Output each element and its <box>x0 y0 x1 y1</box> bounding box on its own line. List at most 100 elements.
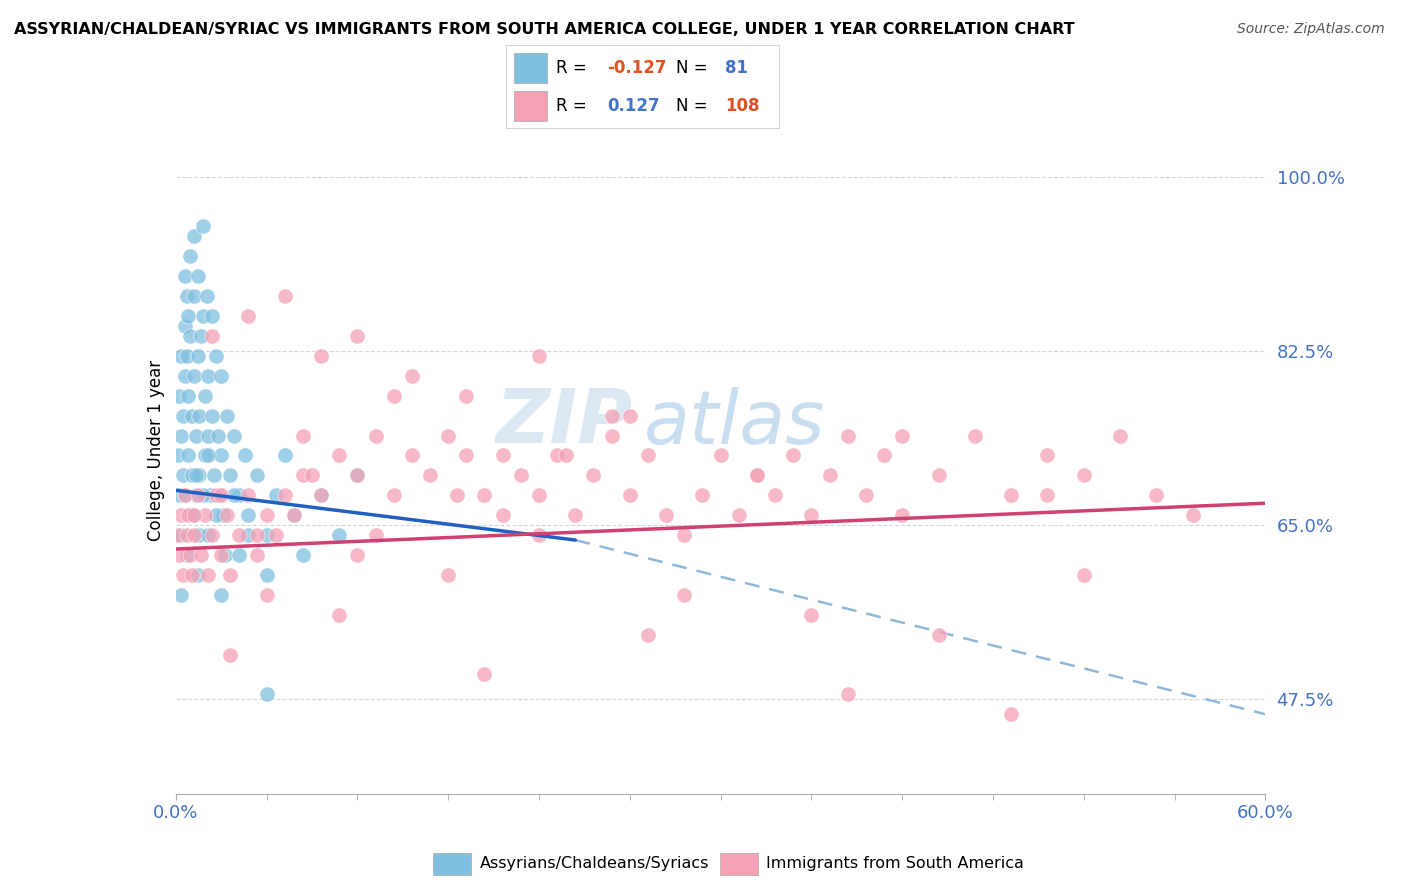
Text: ZIP: ZIP <box>496 386 633 459</box>
Point <box>256 687 278 701</box>
Point <box>509 468 531 483</box>
Point <box>181 409 204 423</box>
Text: 0.127: 0.127 <box>607 97 661 115</box>
Point <box>745 468 768 483</box>
Point <box>655 508 678 523</box>
Point <box>172 468 194 483</box>
Point <box>419 468 441 483</box>
Point <box>291 468 314 483</box>
Point <box>181 508 204 523</box>
Point <box>855 488 877 502</box>
Point <box>197 567 219 582</box>
Text: 81: 81 <box>725 59 748 77</box>
Point <box>179 249 201 263</box>
Point <box>169 488 191 502</box>
Point <box>727 508 749 523</box>
Bar <box>433 853 471 875</box>
Point <box>246 528 269 542</box>
Point <box>928 468 950 483</box>
Point <box>238 488 260 502</box>
Point <box>1073 468 1095 483</box>
Point <box>364 428 387 442</box>
Point <box>800 607 823 622</box>
Point <box>745 468 768 483</box>
Point <box>1000 707 1022 722</box>
Text: 108: 108 <box>725 97 761 115</box>
Bar <box>515 54 547 83</box>
Point <box>582 468 605 483</box>
Point <box>256 567 278 582</box>
Point <box>186 349 209 363</box>
Point <box>309 349 332 363</box>
Point <box>264 488 287 502</box>
Point <box>309 488 332 502</box>
Point <box>555 449 578 463</box>
Point <box>204 508 226 523</box>
Point <box>184 468 207 483</box>
Point <box>328 528 350 542</box>
Point <box>219 468 242 483</box>
Point <box>176 349 198 363</box>
Point <box>401 368 423 383</box>
Point <box>600 409 623 423</box>
Point <box>246 548 269 562</box>
Text: ASSYRIAN/CHALDEAN/SYRIAC VS IMMIGRANTS FROM SOUTH AMERICA COLLEGE, UNDER 1 YEAR : ASSYRIAN/CHALDEAN/SYRIAC VS IMMIGRANTS F… <box>14 22 1074 37</box>
Point <box>166 528 188 542</box>
Y-axis label: College, Under 1 year: College, Under 1 year <box>146 359 165 541</box>
Point <box>1036 488 1059 502</box>
Point <box>202 468 225 483</box>
Point <box>527 488 550 502</box>
Text: atlas: atlas <box>644 387 825 459</box>
Point <box>209 588 232 602</box>
Point <box>173 319 195 334</box>
Point <box>474 667 496 681</box>
Point <box>527 528 550 542</box>
Point <box>170 428 193 442</box>
Point <box>215 409 238 423</box>
Point <box>619 488 641 502</box>
Point <box>183 368 205 383</box>
Point <box>437 567 460 582</box>
Point <box>291 428 314 442</box>
Point <box>673 588 696 602</box>
Point <box>274 289 297 303</box>
Point <box>637 627 659 641</box>
Point <box>492 449 515 463</box>
Point <box>527 349 550 363</box>
Point <box>228 548 250 562</box>
Point <box>291 548 314 562</box>
Point <box>209 488 232 502</box>
Point <box>183 528 205 542</box>
Point <box>963 428 986 442</box>
Point <box>186 567 209 582</box>
Point <box>209 449 232 463</box>
Point <box>456 389 478 403</box>
Point <box>364 528 387 542</box>
Point <box>328 449 350 463</box>
Point <box>194 389 217 403</box>
Point <box>201 528 224 542</box>
Point <box>1146 488 1168 502</box>
Point <box>177 449 200 463</box>
Point <box>233 449 256 463</box>
Point <box>346 329 368 343</box>
Point <box>181 508 204 523</box>
Point <box>207 428 229 442</box>
Point <box>204 488 226 502</box>
Point <box>188 528 211 542</box>
Point <box>1073 567 1095 582</box>
Point <box>1036 449 1059 463</box>
Point <box>197 428 219 442</box>
Point <box>800 508 823 523</box>
Point <box>222 428 245 442</box>
Point <box>264 528 287 542</box>
Point <box>692 488 714 502</box>
Text: N =: N = <box>676 59 713 77</box>
Point <box>188 468 211 483</box>
Point <box>191 309 214 323</box>
Point <box>176 528 198 542</box>
Point <box>256 588 278 602</box>
Point <box>309 488 332 502</box>
Point <box>179 329 201 343</box>
Point <box>446 488 468 502</box>
